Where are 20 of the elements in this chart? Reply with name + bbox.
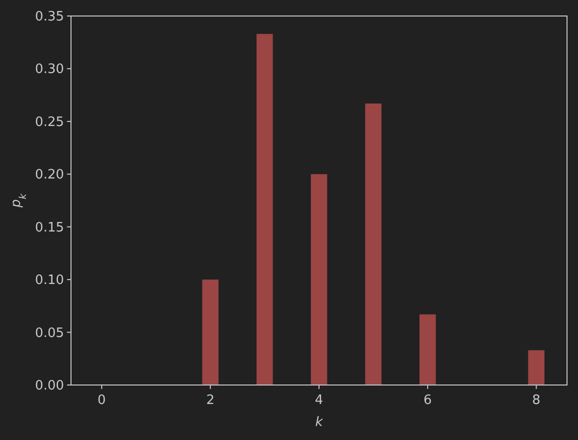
bar <box>310 174 328 385</box>
bar <box>365 104 382 385</box>
bar <box>420 314 436 385</box>
y-tick-label: 0.25 <box>35 114 64 130</box>
y-tick-label: 0.30 <box>35 62 64 78</box>
y-tick-label: 0.10 <box>35 273 64 288</box>
bar <box>256 34 273 385</box>
bar <box>202 280 218 385</box>
y-tick-label: 0.35 <box>35 10 64 24</box>
x-tick-label: 2 <box>206 393 214 408</box>
x-axis-title: k <box>315 415 324 430</box>
y-tick-label: 0.15 <box>35 220 64 236</box>
x-tick-label: 0 <box>98 393 106 408</box>
x-tick-label: 4 <box>314 393 324 408</box>
x-tick-label: 8 <box>532 393 540 408</box>
y-tick-label: 0.20 <box>35 168 64 183</box>
bar <box>528 350 544 385</box>
y-tick-label: 0.00 <box>35 378 64 394</box>
y-tick-label: 0.05 <box>35 326 64 341</box>
x-tick-label: 6 <box>424 393 432 408</box>
